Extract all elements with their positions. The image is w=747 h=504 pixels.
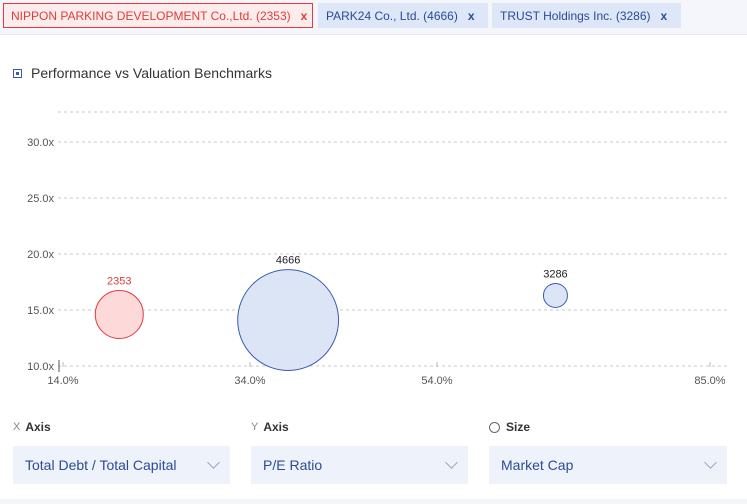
y-tick-label: 30.0x: [27, 137, 54, 149]
size-circle-icon: [489, 421, 500, 433]
bubble-chart: 10.0x 15.0x 20.0x 25.0x 30.0x 14.0% 34.0% 54.0…: [27, 111, 727, 387]
y-tick-label: 20.0x: [27, 249, 54, 261]
selected-companies-bar: NIPPON PARKING DEVELOPMENT Co.,Ltd. (235…: [0, 0, 747, 35]
x-tick-label: 85.0%: [694, 375, 725, 387]
size-label: Size: [506, 420, 531, 434]
size-value: Market Cap: [501, 457, 574, 473]
company-tag-4666[interactable]: PARK24 Co., Ltd. (4666) x: [318, 3, 488, 28]
x-axis-control-label: X Axis: [13, 420, 51, 434]
y-tick-label: 10.0x: [27, 361, 54, 373]
x-tick-label: 34.0%: [234, 375, 265, 387]
y-axis-prefix: Y: [251, 421, 259, 433]
chevron-down-icon: [207, 456, 220, 469]
x-axis-prefix: X: [13, 421, 21, 433]
bubble-label: 4666: [276, 255, 300, 267]
remove-tag-icon[interactable]: x: [467, 8, 475, 23]
y-axis-label: Axis: [263, 420, 289, 434]
x-axis-value: Total Debt / Total Capital: [25, 457, 177, 473]
chevron-down-icon: [704, 456, 717, 469]
size-control-label: Size: [489, 420, 530, 434]
x-axis-select[interactable]: Total Debt / Total Capital: [13, 446, 230, 484]
bubble-label: 3286: [543, 268, 567, 280]
chart-bullet-icon: [13, 68, 22, 78]
company-tag-label: PARK24 Co., Ltd. (4666): [326, 8, 458, 23]
y-tick-label: 25.0x: [27, 193, 54, 205]
x-axis-ticks: 14.0% 34.0% 54.0% 85.0%: [47, 362, 726, 387]
company-tag-label: TRUST Holdings Inc. (3286): [500, 8, 651, 23]
bottom-divider: [0, 499, 747, 504]
y-axis-value: P/E Ratio: [263, 457, 323, 473]
size-select[interactable]: Market Cap: [489, 446, 727, 484]
chart-bubbles: 2353 4666 3286: [94, 255, 568, 372]
remove-tag-icon[interactable]: x: [300, 8, 308, 23]
x-tick-label: 54.0%: [421, 375, 452, 387]
company-tag-label: NIPPON PARKING DEVELOPMENT Co.,Ltd. (235…: [11, 8, 291, 23]
bubble-label: 2353: [107, 275, 131, 287]
company-tag-3286[interactable]: TRUST Holdings Inc. (3286) x: [492, 3, 681, 28]
x-tick-label: 14.0%: [47, 375, 78, 387]
chart-grid: [58, 111, 727, 372]
bubble-4666[interactable]: [237, 269, 340, 372]
company-tag-2353[interactable]: NIPPON PARKING DEVELOPMENT Co.,Ltd. (235…: [3, 3, 313, 28]
chevron-down-icon: [445, 456, 458, 469]
y-tick-label: 15.0x: [27, 305, 54, 317]
chart-header: Performance vs Valuation Benchmarks: [13, 65, 272, 81]
chart-title: Performance vs Valuation Benchmarks: [31, 65, 272, 81]
x-axis-label: Axis: [25, 420, 51, 434]
bubble-2353[interactable]: [94, 289, 144, 339]
y-axis-ticks: 10.0x 15.0x 20.0x 25.0x 30.0x: [27, 137, 54, 373]
remove-tag-icon[interactable]: x: [660, 8, 668, 23]
y-axis-select[interactable]: P/E Ratio: [251, 446, 468, 484]
bubble-3286[interactable]: [542, 282, 568, 308]
y-axis-control-label: Y Axis: [251, 420, 289, 434]
